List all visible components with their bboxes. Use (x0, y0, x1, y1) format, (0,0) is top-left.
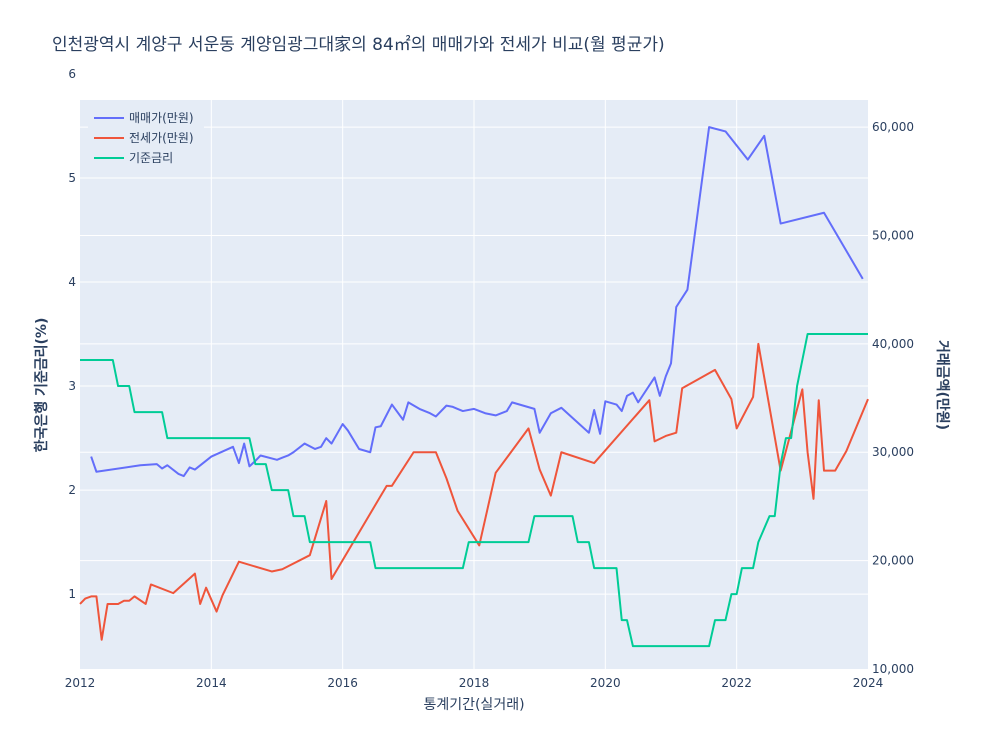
y-left-tick-label: 5 (68, 171, 76, 185)
x-tick-label: 2014 (196, 676, 227, 690)
x-tick-label: 2020 (590, 676, 621, 690)
y-right-tick-label: 30,000 (872, 445, 914, 459)
x-tick-label: 2016 (327, 676, 358, 690)
chart-title: 인천광역시 계양구 서운동 계양임광그대家의 84㎡의 매매가와 전세가 비교(… (52, 35, 665, 55)
x-axis-title: 통계기간(실거래) (423, 697, 524, 713)
y-right-tick-label: 20,000 (872, 554, 914, 568)
x-tick-label: 2024 (853, 676, 884, 690)
sale-price-series-line (90, 126, 864, 478)
y-left-tick-label: 1 (68, 587, 76, 601)
x-tick-label: 2022 (721, 676, 752, 690)
legend-label: 기준금리 (129, 151, 173, 165)
y-right-tick-label: 60,000 (872, 120, 914, 134)
y-left-tick-label: 3 (68, 379, 76, 393)
y-left-tick-label: 2 (68, 483, 76, 497)
y-left-tick-label: 6 (68, 67, 76, 81)
y-right-axis-title: 거래금액(만원) (934, 340, 951, 430)
y-left-axis-title: 한국은행 기준금리(%) (34, 318, 50, 453)
legend[interactable]: 매매가(만원) 전세가(만원) 기준금리 (88, 105, 204, 173)
y-right-tick-label: 50,000 (872, 228, 914, 242)
x-tick-label: 2018 (459, 676, 490, 690)
x-tick-label: 2012 (65, 676, 96, 690)
y-right-tick-label: 10,000 (872, 662, 914, 676)
y-left-tick-label: 4 (68, 275, 76, 289)
series-layer (79, 126, 869, 648)
legend-label: 전세가(만원) (129, 131, 194, 145)
axis-ticks: 2012 2014 2016 2018 2020 2022 2024 1 2 3 4 5 6 10,000… (65, 67, 914, 690)
jeonse-price-series-line (79, 342, 869, 641)
legend-label: 매매가(만원) (129, 111, 194, 125)
grid-lines (80, 100, 868, 669)
base-rate-series-line (80, 333, 868, 648)
y-right-tick-label: 40,000 (872, 337, 914, 351)
